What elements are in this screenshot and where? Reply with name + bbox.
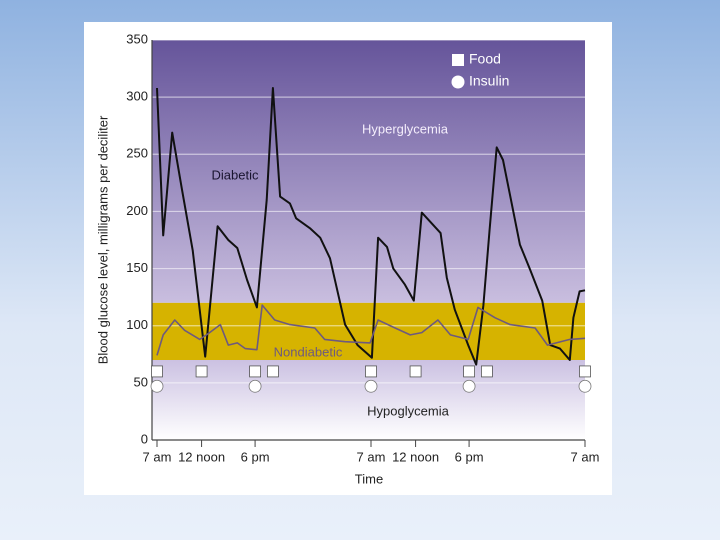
x-tick-label: 7 am: [571, 449, 600, 464]
food-marker: [579, 365, 591, 378]
series-line: [156, 87, 586, 366]
y-tick-label: 250: [126, 146, 148, 161]
y-tick-label: 300: [126, 89, 148, 104]
x-tick-label: 12 noon: [178, 449, 225, 464]
range-band: [152, 302, 585, 360]
series-label: Nondiabetic: [274, 344, 343, 359]
food-marker: [195, 365, 208, 378]
series-label: Diabetic: [212, 167, 259, 182]
x-tick-label: 7 am: [357, 449, 386, 464]
series-line: [156, 304, 586, 356]
range-label: Hyperglycemia: [362, 121, 449, 136]
food-marker: [409, 365, 422, 378]
y-axis-label: Blood glucose level, milligrams per deci…: [95, 115, 110, 364]
x-axis-label: Time: [355, 471, 383, 486]
food-marker: [463, 365, 475, 378]
food-marker: [365, 365, 377, 378]
x-tick-label: 7 am: [143, 449, 172, 464]
y-tick-label: 100: [126, 317, 148, 332]
y-tick-label: 200: [126, 203, 148, 218]
food-marker: [481, 365, 493, 378]
insulin-marker: [364, 379, 378, 393]
insulin-marker: [578, 379, 592, 393]
x-tick-label: 12 noon: [392, 449, 439, 464]
y-tick-label: 150: [126, 260, 148, 275]
insulin-marker: [150, 379, 164, 393]
range-label: Hypoglycemia: [367, 403, 449, 418]
range-band: [152, 40, 585, 303]
legend-circle: [451, 75, 465, 89]
food-marker: [267, 365, 279, 378]
insulin-marker: [248, 379, 262, 393]
y-tick-label: 0: [141, 431, 148, 446]
x-tick-label: 6 pm: [455, 449, 484, 464]
insulin-marker: [462, 379, 476, 393]
food-marker: [249, 365, 261, 378]
food-marker: [151, 365, 163, 378]
legend-label: Food: [469, 51, 501, 67]
x-tick-label: 6 pm: [241, 449, 270, 464]
legend-square: [452, 54, 464, 66]
legend-label: Insulin: [469, 73, 509, 89]
y-tick-label: 350: [126, 31, 148, 46]
y-tick-label: 50: [134, 374, 148, 389]
